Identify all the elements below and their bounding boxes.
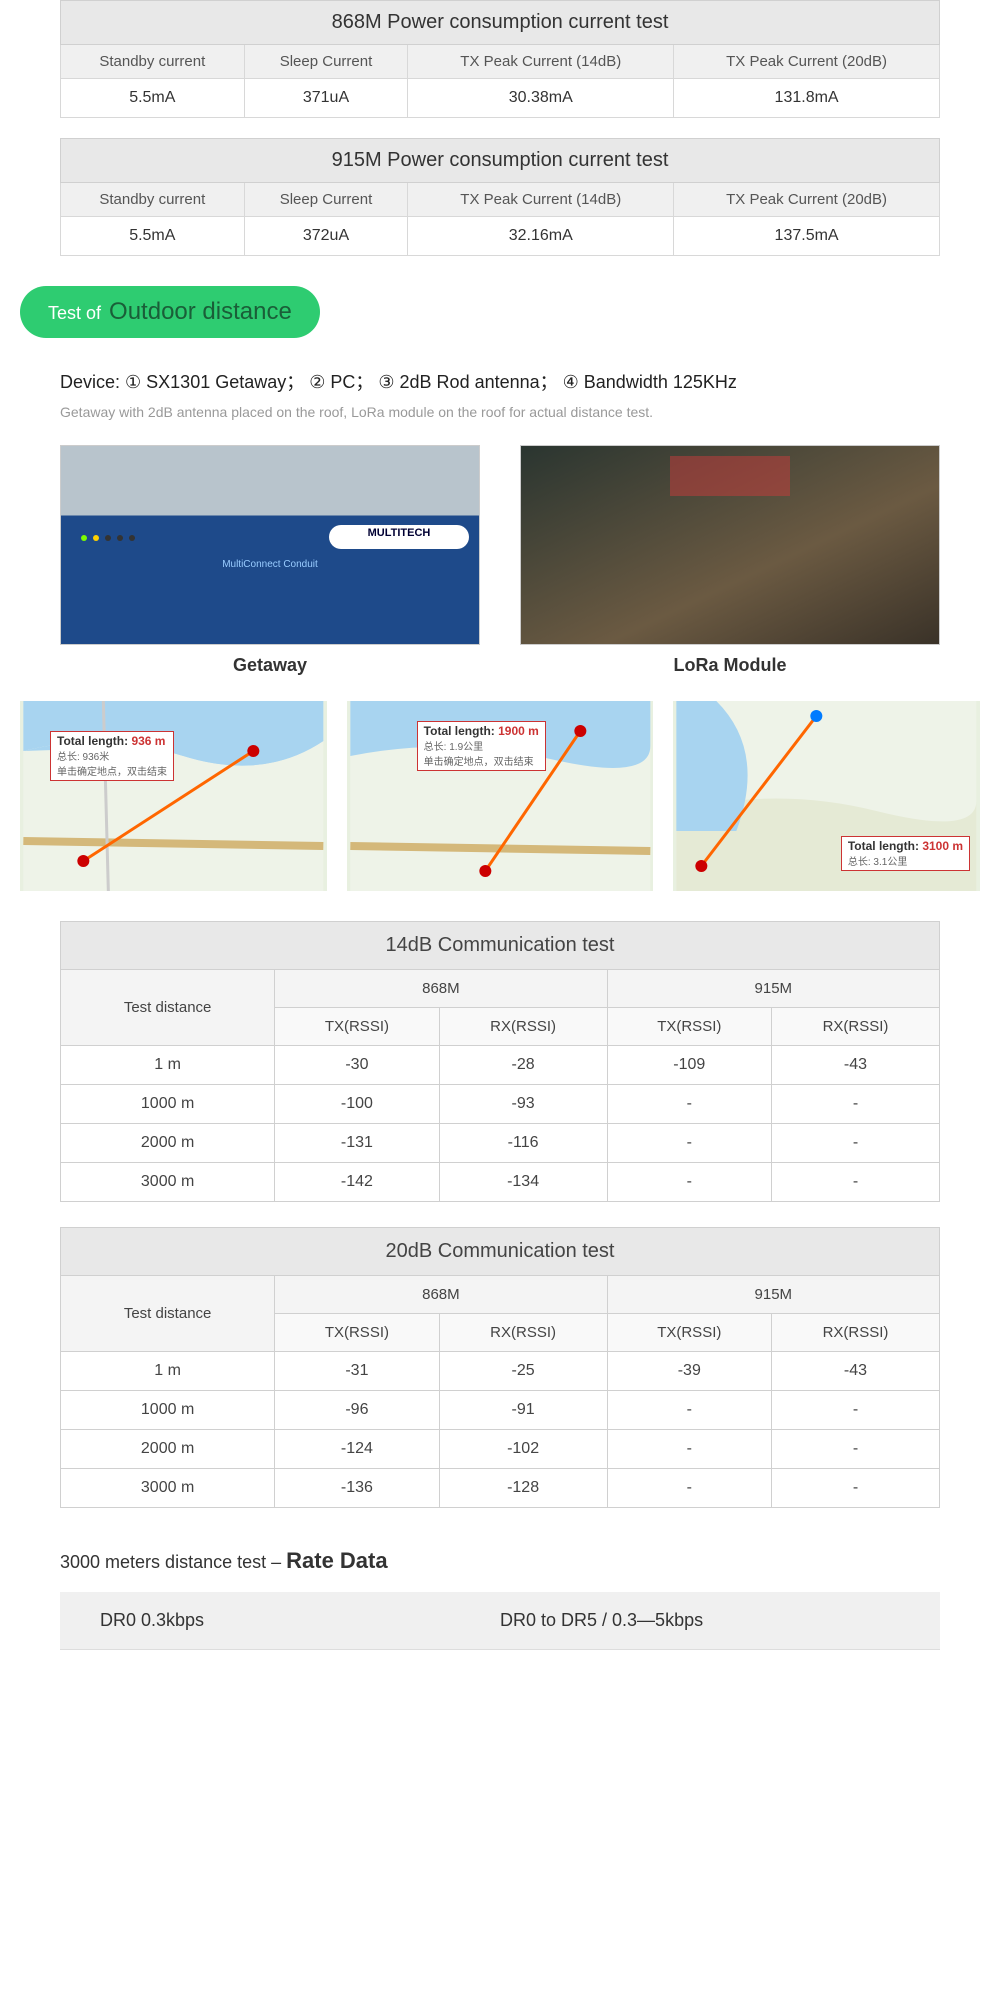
band-head: 868M bbox=[275, 970, 607, 1008]
table-row: 3000 m -142 -134 - - bbox=[61, 1163, 940, 1202]
col-head: Standby current bbox=[61, 45, 245, 79]
col-head: TX Peak Current (14dB) bbox=[408, 45, 674, 79]
col-head: Sleep Current bbox=[244, 45, 408, 79]
cell: 372uA bbox=[244, 217, 408, 256]
rate-title: 3000 meters distance test – Rate Data bbox=[60, 1548, 940, 1574]
table-row: 1000 m -96 -91 - - bbox=[61, 1391, 940, 1430]
band-head: 868M bbox=[275, 1276, 607, 1314]
table-row: 1000 m -100 -93 - - bbox=[61, 1085, 940, 1124]
table-row: 2000 m -124 -102 - - bbox=[61, 1430, 940, 1469]
sub-head: RX(RSSI) bbox=[771, 1008, 939, 1046]
table-row: 1 m -31 -25 -39 -43 bbox=[61, 1352, 940, 1391]
cell: 5.5mA bbox=[61, 79, 245, 118]
band-head: 915M bbox=[607, 970, 939, 1008]
map-936: Total length: 936 m 总长: 936米 单击确定地点，双击结束 bbox=[20, 701, 327, 891]
badge-prefix: Test of bbox=[48, 303, 101, 324]
badge-main: Outdoor distance bbox=[109, 298, 292, 326]
rate-bar-wrap: DR0 0.3kbps DR0 to DR5 / 0.3—5kbps bbox=[60, 1592, 940, 1650]
maps-row: Total length: 936 m 总长: 936米 单击确定地点，双击结束… bbox=[20, 701, 980, 891]
cell: 371uA bbox=[244, 79, 408, 118]
gateway-brand-sub: MultiConnect Conduit bbox=[222, 559, 318, 570]
table-row: 3000 m -136 -128 - - bbox=[61, 1469, 940, 1508]
device-photos: MULTITECH MultiConnect Conduit Getaway L… bbox=[60, 445, 940, 676]
table-title: 20dB Communication test bbox=[61, 1228, 940, 1276]
map-label: Total length: 3100 m 总长: 3.1公里 bbox=[841, 836, 970, 871]
gateway-photo-block: MULTITECH MultiConnect Conduit Getaway bbox=[60, 445, 480, 676]
lora-photo bbox=[520, 445, 940, 645]
col-head: Standby current bbox=[61, 183, 245, 217]
sub-head: TX(RSSI) bbox=[275, 1314, 439, 1352]
lora-photo-block: LoRa Module bbox=[520, 445, 940, 676]
map-1900: Total length: 1900 m 总长: 1.9公里 单击确定地点，双击… bbox=[347, 701, 654, 891]
col-head: TX Peak Current (14dB) bbox=[408, 183, 674, 217]
sub-head: RX(RSSI) bbox=[771, 1314, 939, 1352]
cell: 30.38mA bbox=[408, 79, 674, 118]
lora-label: LoRa Module bbox=[520, 655, 940, 676]
table-title: 915M Power consumption current test bbox=[61, 139, 940, 183]
col-head: TX Peak Current (20dB) bbox=[674, 45, 940, 79]
power-table-915: 915M Power consumption current test Stan… bbox=[60, 138, 940, 256]
sub-head: TX(RSSI) bbox=[607, 1314, 771, 1352]
map-label: Total length: 936 m 总长: 936米 单击确定地点，双击结束 bbox=[50, 731, 174, 781]
cell: 131.8mA bbox=[674, 79, 940, 118]
rate-left: DR0 0.3kbps bbox=[100, 1610, 500, 1631]
cell: 137.5mA bbox=[674, 217, 940, 256]
gateway-photo: MULTITECH MultiConnect Conduit bbox=[60, 445, 480, 645]
gateway-label: Getaway bbox=[60, 655, 480, 676]
section-badge-row: Test of Outdoor distance bbox=[20, 286, 940, 338]
sub-head: RX(RSSI) bbox=[439, 1314, 607, 1352]
map-3100: Total length: 3100 m 总长: 3.1公里 bbox=[673, 701, 980, 891]
power-table-868: 868M Power consumption current test Stan… bbox=[60, 0, 940, 118]
comm-table-20db: 20dB Communication test Test distance 86… bbox=[60, 1227, 940, 1508]
sub-head: RX(RSSI) bbox=[439, 1008, 607, 1046]
sub-head: TX(RSSI) bbox=[607, 1008, 771, 1046]
col-test: Test distance bbox=[61, 1276, 275, 1352]
table-row: 2000 m -131 -116 - - bbox=[61, 1124, 940, 1163]
rate-bar: DR0 0.3kbps DR0 to DR5 / 0.3—5kbps bbox=[60, 1592, 940, 1650]
section-badge: Test of Outdoor distance bbox=[20, 286, 320, 338]
map-label: Total length: 1900 m 总长: 1.9公里 单击确定地点，双击… bbox=[417, 721, 546, 771]
band-head: 915M bbox=[607, 1276, 939, 1314]
device-list: Device: ① SX1301 Getaway； ② PC； ③ 2dB Ro… bbox=[60, 368, 940, 394]
cell: 32.16mA bbox=[408, 217, 674, 256]
table-title: 868M Power consumption current test bbox=[61, 1, 940, 45]
table-title: 14dB Communication test bbox=[61, 922, 940, 970]
col-head: Sleep Current bbox=[244, 183, 408, 217]
rate-right: DR0 to DR5 / 0.3—5kbps bbox=[500, 1610, 900, 1631]
col-test: Test distance bbox=[61, 970, 275, 1046]
device-subtext: Getaway with 2dB antenna placed on the r… bbox=[60, 404, 940, 420]
cell: 5.5mA bbox=[61, 217, 245, 256]
gateway-brand: MULTITECH bbox=[339, 527, 459, 539]
table-row: 1 m -30 -28 -109 -43 bbox=[61, 1046, 940, 1085]
comm-table-14db: 14dB Communication test Test distance 86… bbox=[60, 921, 940, 1202]
sub-head: TX(RSSI) bbox=[275, 1008, 439, 1046]
col-head: TX Peak Current (20dB) bbox=[674, 183, 940, 217]
